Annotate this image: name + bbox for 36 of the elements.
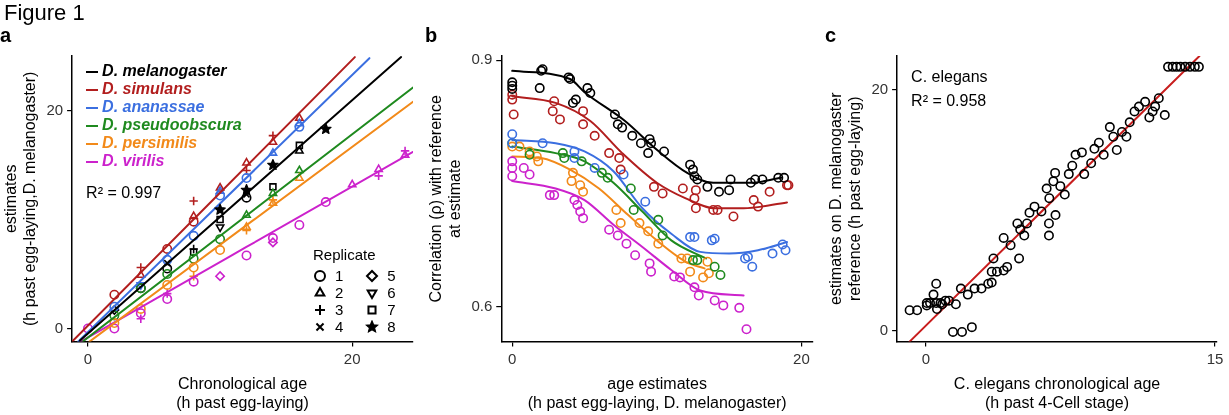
x-tick-label: 0 xyxy=(83,349,93,367)
legend-label: 5 xyxy=(387,266,396,284)
y-axis-title: estimates on D. melanogaster reference (h past egg-laying) xyxy=(827,91,864,306)
legend-title: Replicate xyxy=(313,245,377,264)
legend-label: 4 xyxy=(335,317,344,335)
legend-label: 1 xyxy=(335,266,344,284)
legend-label: 2 xyxy=(335,283,344,301)
legend-label: 6 xyxy=(387,283,396,301)
legend-label: 7 xyxy=(387,300,396,318)
x-axis-title: age estimates (h past egg-laying, D. melanogaster) xyxy=(527,374,787,411)
y-tick-label: 0.9 xyxy=(471,50,493,68)
x-tick-label: 0 xyxy=(921,349,931,367)
x-tick-label: 0 xyxy=(508,349,517,367)
x-tick-label: 20 xyxy=(343,349,361,367)
y-axis-title: Correlation (ρ) with reference at estimate xyxy=(427,95,464,303)
legend-label: D. simulans xyxy=(102,80,192,97)
legend-label: D. melanogaster xyxy=(102,62,227,79)
x-tick-label: 15 xyxy=(1206,349,1224,367)
y-axis-title: estimates (h past egg-laying,D. melanogaster) xyxy=(2,71,39,326)
annotation: C. elegans xyxy=(911,68,988,86)
legend-label: 8 xyxy=(387,317,396,335)
y-tick-label: 0.6 xyxy=(471,297,493,315)
legend-label: D. virilis xyxy=(102,152,165,169)
legend-label: D. ananassae xyxy=(102,98,205,115)
legend-label: D. persimilis xyxy=(102,134,198,151)
legend-label: D. pseudoobscura xyxy=(102,116,242,133)
annotation: R² = 0.958 xyxy=(911,92,988,110)
x-axis-title: Chronological age (h past egg-laying) xyxy=(176,374,309,411)
chart-title: a xyxy=(0,23,12,46)
legend-label: 3 xyxy=(335,300,344,318)
annotation: R² = 0.997 xyxy=(86,184,163,202)
chart-title: c xyxy=(825,23,837,46)
x-axis-title: C. elegans chronological age (h past 4-Cell stage) xyxy=(953,374,1161,411)
chart-title: b xyxy=(425,23,438,46)
x-tick-label: 20 xyxy=(793,349,810,367)
text: Figure 1 xyxy=(4,0,85,26)
